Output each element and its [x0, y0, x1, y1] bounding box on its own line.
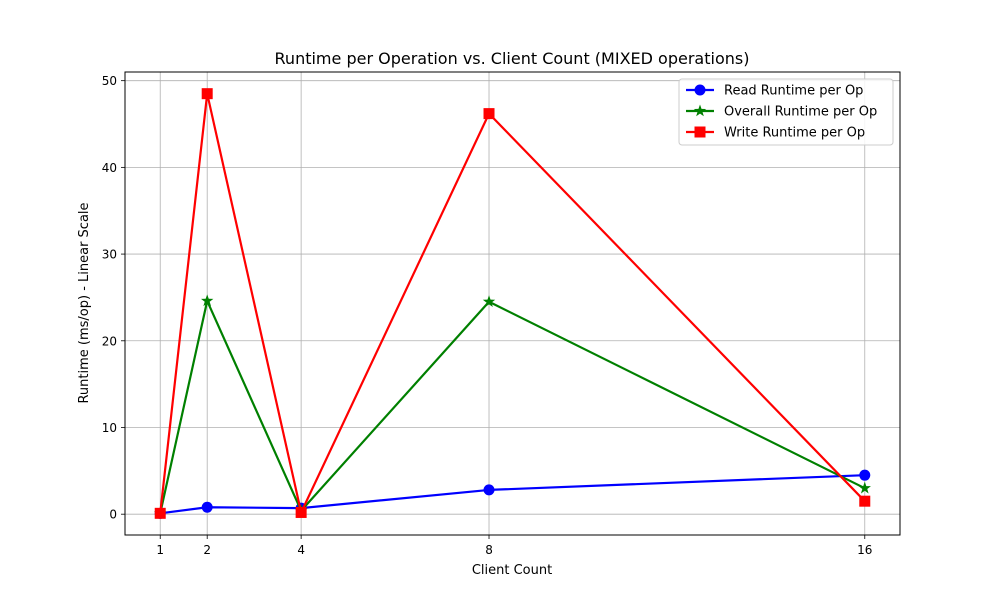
legend-label: Read Runtime per Op [724, 84, 863, 99]
series-square [154, 88, 871, 519]
data-point [201, 88, 213, 100]
axis-ticks: 1 2 4 8 16 0 10 20 30 40 50 [102, 74, 873, 557]
x-tick-label: 8 [485, 543, 493, 557]
data-point [201, 294, 214, 307]
legend-box [678, 78, 894, 146]
y-axis-label: Runtime (ms/op) - Linear Scale [77, 202, 92, 403]
x-tick-label: 1 [156, 543, 164, 557]
data-point [859, 495, 871, 507]
series-layer [154, 88, 871, 519]
data-point [859, 469, 871, 481]
x-tick-label: 16 [857, 543, 872, 557]
data-point [154, 507, 166, 519]
legend-label: Write Runtime per Op [724, 126, 865, 141]
y-tick-label: 20 [102, 334, 117, 348]
legend-marker [694, 126, 706, 138]
y-tick-label: 30 [102, 248, 117, 262]
legend: Read Runtime per Op Overall Runtime per O… [678, 78, 894, 146]
plot-area [124, 71, 901, 536]
legend-item: Overall Runtime per Op [686, 104, 877, 120]
data-point [482, 295, 496, 308]
data-point [858, 481, 871, 494]
y-tick-label: 10 [102, 421, 117, 435]
y-tick-label: 50 [102, 74, 117, 88]
y-tick-label: 0 [109, 508, 117, 522]
legend-marker [693, 104, 707, 117]
x-tick-label: 2 [203, 543, 211, 557]
legend-label: Overall Runtime per Op [724, 105, 877, 120]
x-tick-label: 4 [297, 543, 305, 557]
chart-title: Runtime per Operation vs. Client Count (… [275, 49, 750, 68]
x-axis-label: Client Count [472, 563, 552, 578]
data-point [201, 501, 213, 513]
data-point [483, 484, 495, 496]
data-point [295, 506, 307, 518]
legend-marker [694, 84, 706, 96]
data-point [483, 108, 495, 120]
y-tick-label: 40 [102, 161, 117, 175]
legend-item: Write Runtime per Op [686, 126, 865, 141]
legend-item: Read Runtime per Op [686, 84, 863, 99]
